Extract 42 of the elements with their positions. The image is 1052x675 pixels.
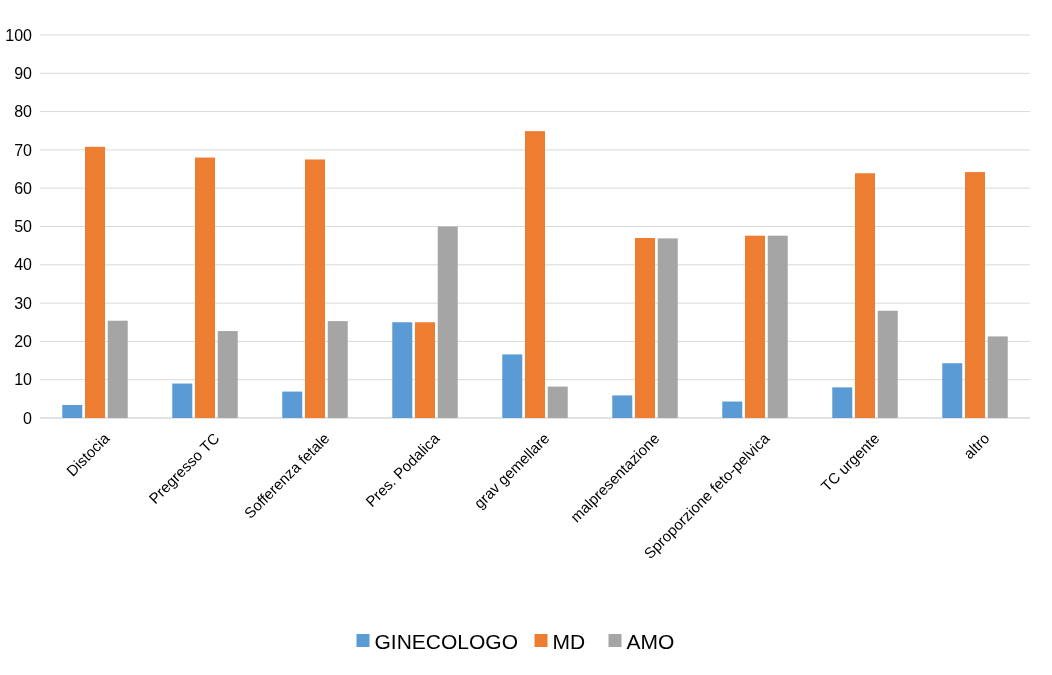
y-tick-label: 40 (14, 256, 33, 274)
bar (855, 173, 875, 418)
bar (942, 363, 963, 418)
bar (195, 157, 215, 418)
bar (107, 320, 128, 418)
legend-label: AMO (626, 630, 675, 654)
y-tick-label: 60 (14, 179, 33, 197)
bar (305, 159, 325, 418)
bar (282, 391, 303, 418)
y-tick-label: 20 (14, 333, 33, 350)
bar (767, 235, 788, 418)
legend-label: MD (552, 630, 586, 654)
bar (745, 235, 765, 418)
y-tick-label: 30 (14, 294, 33, 312)
bar (722, 401, 743, 418)
bar (85, 146, 105, 418)
bar (415, 322, 435, 418)
x-tick-label: altro (959, 429, 993, 463)
y-tick-label: 70 (14, 141, 33, 159)
bar (635, 237, 655, 418)
bar (547, 386, 568, 418)
bar (987, 336, 1008, 418)
bar (525, 131, 545, 418)
bar (877, 310, 898, 418)
bar (392, 322, 413, 418)
bar (657, 238, 678, 418)
bar (965, 172, 985, 418)
bar (612, 395, 633, 418)
y-tick-label: 90 (14, 64, 33, 82)
bar (327, 321, 348, 418)
bar (832, 387, 853, 418)
y-tick-label: 0 (23, 409, 33, 427)
y-tick-label: 50 (14, 218, 33, 236)
bar (437, 226, 458, 418)
y-tick-label: 100 (5, 26, 33, 44)
bar (217, 331, 238, 418)
y-tick-label: 10 (14, 371, 33, 389)
legend-label: GINECOLOGO (374, 630, 519, 654)
bar (502, 354, 523, 418)
bar (62, 404, 83, 418)
bar (172, 383, 193, 418)
y-tick-label: 80 (14, 103, 33, 121)
